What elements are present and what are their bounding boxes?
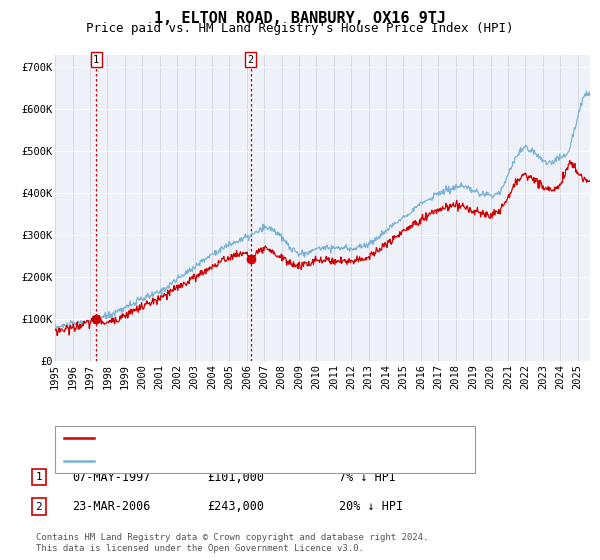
Text: HPI: Average price, detached house, Cherwell: HPI: Average price, detached house, Cher… — [99, 456, 396, 466]
Text: 1, ELTON ROAD, BANBURY, OX16 9TJ (detached house): 1, ELTON ROAD, BANBURY, OX16 9TJ (detach… — [99, 433, 430, 443]
Text: 7% ↓ HPI: 7% ↓ HPI — [339, 470, 396, 484]
Text: Price paid vs. HM Land Registry's House Price Index (HPI): Price paid vs. HM Land Registry's House … — [86, 22, 514, 35]
Text: £101,000: £101,000 — [207, 470, 264, 484]
Text: 2: 2 — [248, 55, 254, 65]
Text: 2: 2 — [35, 502, 43, 512]
Text: 1: 1 — [35, 472, 43, 482]
Text: 20% ↓ HPI: 20% ↓ HPI — [339, 500, 403, 514]
Text: Contains HM Land Registry data © Crown copyright and database right 2024.
This d: Contains HM Land Registry data © Crown c… — [36, 533, 428, 553]
Text: £243,000: £243,000 — [207, 500, 264, 514]
Text: 23-MAR-2006: 23-MAR-2006 — [72, 500, 151, 514]
Text: 07-MAY-1997: 07-MAY-1997 — [72, 470, 151, 484]
Text: 1, ELTON ROAD, BANBURY, OX16 9TJ: 1, ELTON ROAD, BANBURY, OX16 9TJ — [154, 11, 446, 26]
Text: 1: 1 — [93, 55, 100, 65]
